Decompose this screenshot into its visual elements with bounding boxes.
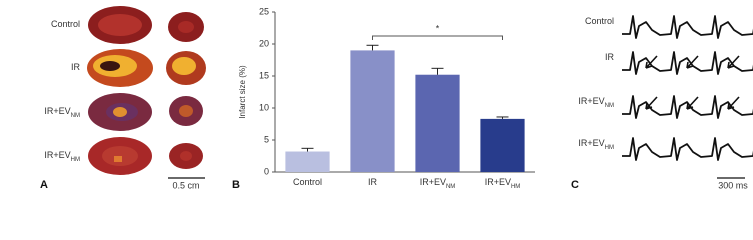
y-tick-label: 15	[259, 70, 269, 80]
row-label: IR+EVHM	[578, 138, 614, 150]
scale-label: 300 ms	[718, 180, 748, 190]
error-bar	[496, 116, 509, 119]
row-label: IR+EVNM	[578, 96, 614, 108]
x-tick-label: IR	[368, 177, 378, 187]
y-tick-label: 25	[259, 6, 269, 16]
panel-letter: B	[232, 179, 240, 191]
error-bar	[431, 67, 444, 75]
y-tick-label: 0	[264, 166, 269, 176]
heart-images	[87, 6, 206, 175]
ecg-trace	[622, 15, 753, 39]
label-text: IR+EV	[578, 138, 604, 148]
label-text: IR+EV	[44, 106, 70, 116]
y-axis-label: Infarct size (%)	[238, 65, 247, 119]
x-tick-label: IR+EVNM	[420, 177, 456, 189]
significance-bracket	[372, 35, 503, 40]
label-text: IR+EV	[44, 150, 70, 160]
label-text: IR+EV	[578, 96, 604, 106]
panel-letter: A	[40, 179, 48, 191]
label-subscript: NM	[446, 184, 455, 190]
row-label: IR	[71, 62, 81, 72]
y-tick-label: 5	[264, 134, 269, 144]
row-label: Control	[51, 19, 80, 29]
label-text: Control	[293, 177, 322, 187]
row-label: IR	[605, 52, 615, 62]
bar	[350, 50, 395, 172]
label-text: IR	[71, 62, 81, 72]
significance-label: *	[436, 23, 440, 33]
ecg-trace	[622, 95, 753, 119]
bar	[480, 118, 525, 172]
label-subscript: HM	[605, 145, 614, 151]
row-label: IR+EVNM	[44, 106, 80, 118]
x-tick-label: IR+EVHM	[485, 177, 521, 189]
label-subscript: NM	[71, 113, 80, 119]
scale-label: 0.5 cm	[172, 180, 199, 190]
label-subscript: NM	[605, 103, 614, 109]
label-text: IR+EV	[485, 177, 511, 187]
ecg-trace	[622, 51, 753, 75]
label-text: Control	[585, 16, 614, 26]
label-text: IR+EV	[420, 177, 446, 187]
y-tick-label: 20	[259, 38, 269, 48]
bar	[285, 151, 330, 172]
arrows	[645, 55, 740, 110]
error-bar	[301, 147, 314, 152]
panel-letter: C	[571, 179, 579, 191]
label-subscript: HM	[71, 157, 80, 163]
figure: A 0.5 cm B Infarct size (%) C 300 ms Con…	[40, 6, 753, 191]
x-tick-label: Control	[293, 177, 322, 187]
ecg-trace	[622, 137, 753, 161]
label-subscript: HM	[511, 184, 520, 190]
label-text: Control	[51, 19, 80, 29]
error-bar	[366, 44, 379, 51]
label-text: IR	[368, 177, 378, 187]
row-label: Control	[585, 16, 614, 26]
y-tick-label: 10	[259, 102, 269, 112]
row-label: IR+EVHM	[44, 150, 80, 162]
bar	[415, 74, 460, 172]
label-text: IR	[605, 52, 615, 62]
